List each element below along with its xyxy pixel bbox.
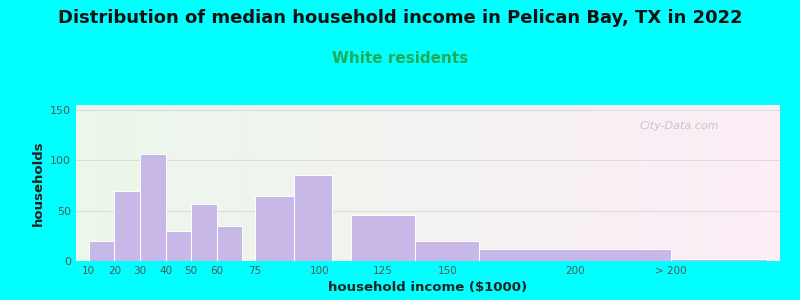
Text: City-Data.com: City-Data.com <box>639 121 718 130</box>
Bar <box>166 231 191 261</box>
Bar <box>671 259 767 261</box>
Bar <box>140 154 166 261</box>
Bar <box>114 190 140 261</box>
Text: Distribution of median household income in Pelican Bay, TX in 2022: Distribution of median household income … <box>58 9 742 27</box>
Bar <box>415 241 479 261</box>
Text: White residents: White residents <box>332 51 468 66</box>
X-axis label: household income ($1000): household income ($1000) <box>329 281 527 294</box>
Bar <box>191 204 217 261</box>
Bar <box>89 241 114 261</box>
Bar <box>217 226 242 261</box>
Bar <box>294 176 332 261</box>
Bar <box>479 249 671 261</box>
Bar <box>351 215 415 261</box>
Bar <box>255 196 294 261</box>
Y-axis label: households: households <box>31 140 45 226</box>
